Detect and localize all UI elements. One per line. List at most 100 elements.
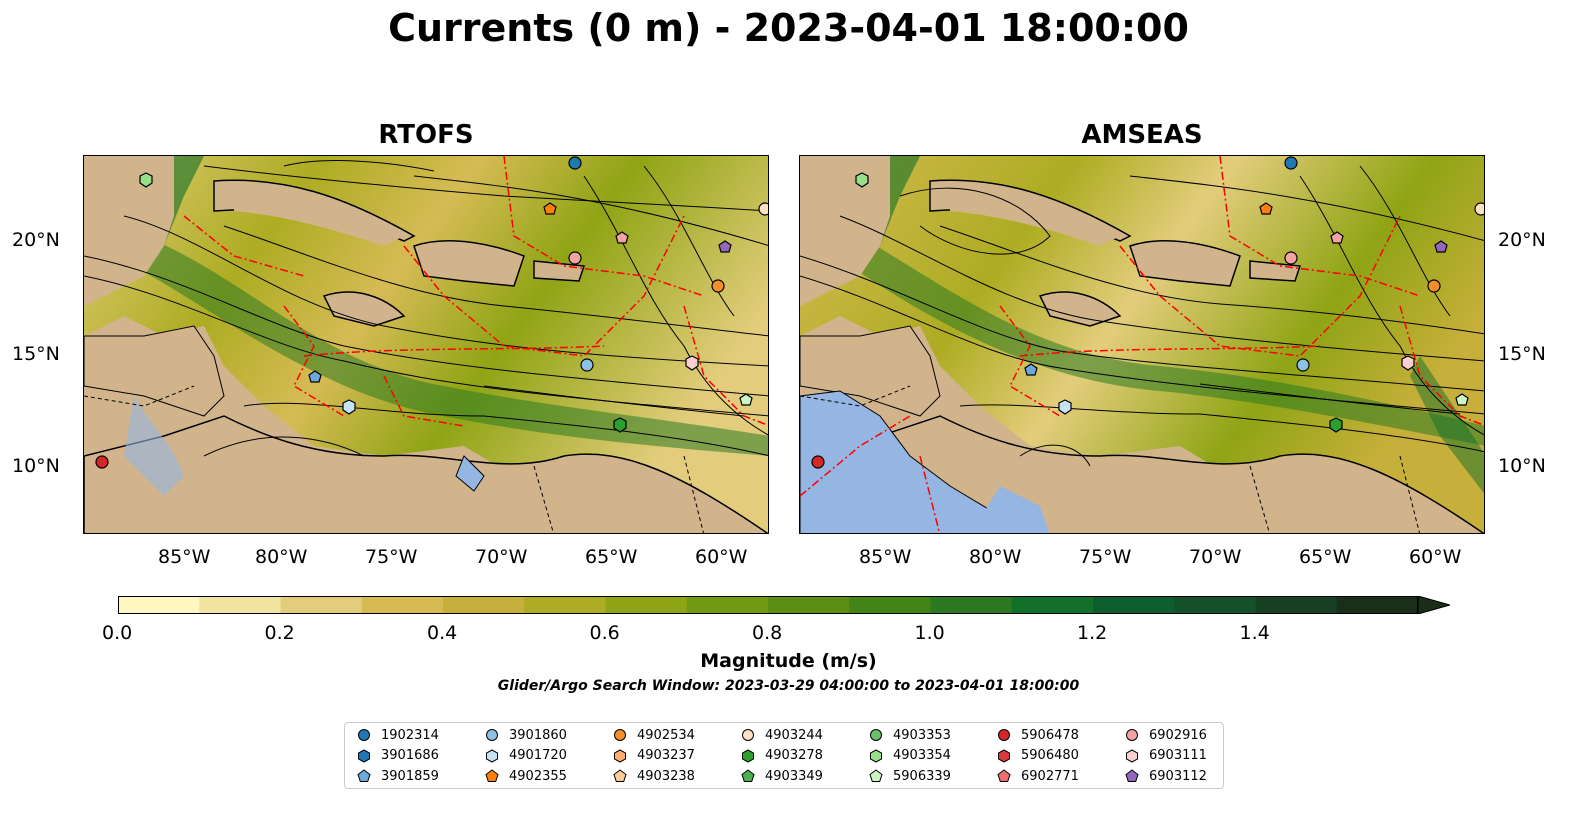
x-tick-label-l-0: 85°W [158, 546, 211, 568]
legend-label: 3901860 [509, 727, 567, 743]
pentagon-marker-icon [613, 769, 627, 782]
legend-label: 5906339 [893, 768, 951, 784]
legend-item-4901720: 4901720 [485, 747, 567, 765]
y-tick-label-right-2: 10°N [1498, 455, 1546, 477]
colorbar-extend-arrow [1417, 596, 1450, 614]
legend-label: 4902355 [509, 768, 567, 784]
legend-item-4903237: 4903237 [613, 747, 695, 765]
legend-item-4903354: 4903354 [869, 747, 951, 765]
legend-item-3901859: 3901859 [357, 767, 439, 785]
legend-label: 4902534 [637, 727, 695, 743]
hexagon-marker-icon [614, 748, 626, 763]
legend-label: 4903244 [765, 727, 823, 743]
colorbar-tick-label-2: 0.4 [427, 622, 458, 644]
legend-label: 4903238 [637, 768, 695, 784]
legend-label: 4903349 [765, 768, 823, 784]
x-tick-label-r-3: 70°W [1189, 546, 1242, 568]
x-tick-label-l-1: 80°W [255, 546, 308, 568]
panel-title-rtofs: RTOFS [378, 120, 474, 150]
colorbar-segment-3 [361, 596, 444, 614]
x-tick-label-l-5: 60°W [695, 546, 748, 568]
circle-marker-icon [998, 729, 1010, 741]
x-tick-label-r-4: 65°W [1299, 546, 1352, 568]
search-window-subtitle: Glider/Argo Search Window: 2023-03-29 04… [497, 678, 1080, 694]
circle-marker-icon [614, 729, 626, 741]
circle-marker-icon [358, 729, 370, 741]
colorbar-segment-10 [930, 596, 1013, 614]
pentagon-marker-icon [869, 769, 883, 782]
hexagon-marker-icon [1126, 748, 1138, 763]
legend-label: 3901686 [381, 748, 439, 763]
x-tick-label-r-1: 80°W [969, 546, 1022, 568]
colorbar-tick-label-6: 1.2 [1077, 622, 1108, 644]
colorbar-segment-12 [1093, 596, 1175, 614]
legend-label: 6902916 [1149, 727, 1207, 743]
figure-title: Currents (0 m) - 2023-04-01 18:00:00 [388, 6, 1189, 50]
circle-marker-icon [870, 729, 882, 741]
legend-label: 6903111 [1149, 748, 1207, 763]
x-tick-label-l-3: 70°W [475, 546, 528, 568]
colorbar-border [118, 596, 1418, 614]
colorbar-tick-label-5: 1.0 [914, 622, 945, 644]
legend-item-3901686: 3901686 [357, 747, 439, 765]
colorbar-segment-2 [280, 596, 363, 614]
colorbar-segment-9 [849, 596, 931, 614]
float-legend: 1902314 3901686 3901859 3901860 4901720 49023… [344, 722, 1224, 789]
legend-item-4902355: 4902355 [485, 767, 567, 785]
x-tick-label-l-4: 65°W [585, 546, 638, 568]
legend-item-6902771: 6902771 [997, 767, 1079, 785]
legend-item-6903111: 6903111 [1125, 747, 1207, 765]
colorbar-tick-label-7: 1.4 [1239, 622, 1270, 644]
legend-label: 5906478 [1021, 727, 1079, 743]
hexagon-marker-icon [870, 748, 882, 763]
pentagon-marker-icon [1125, 769, 1139, 782]
legend-label: 3901859 [381, 768, 439, 784]
map-amseas-svg [800, 156, 1484, 533]
y-tick-label-left-2: 10°N [12, 455, 60, 477]
y-tick-label-left-0: 20°N [12, 229, 60, 251]
colorbar-tick-label-3: 0.6 [589, 622, 620, 644]
legend-label: 4903354 [893, 748, 951, 763]
legend-item-4902534: 4902534 [613, 726, 695, 744]
colorbar-tick-label-1: 0.2 [264, 622, 295, 644]
legend-item-4903353: 4903353 [869, 726, 951, 744]
colorbar-tick-label-0: 0.0 [102, 622, 133, 644]
legend-item-6903112: 6903112 [1125, 767, 1207, 785]
colorbar-segment-14 [1255, 596, 1338, 614]
colorbar-segment-7 [686, 596, 769, 614]
colorbar-segment-1 [199, 596, 281, 614]
legend-item-4903349: 4903349 [741, 767, 823, 785]
colorbar-segment-13 [1174, 596, 1256, 614]
legend-label: 4903278 [765, 748, 823, 763]
legend-label: 6903112 [1149, 768, 1207, 784]
circle-marker-icon [486, 729, 498, 741]
map-rtofs-svg [84, 156, 768, 533]
x-tick-label-l-2: 75°W [365, 546, 418, 568]
x-tick-label-r-2: 75°W [1079, 546, 1132, 568]
pentagon-marker-icon [485, 769, 499, 782]
circle-marker-icon [1126, 729, 1138, 741]
hexagon-marker-icon [486, 748, 498, 763]
legend-label: 1902314 [381, 727, 439, 743]
legend-label: 4903353 [893, 727, 951, 743]
colorbar-label: Magnitude (m/s) [700, 650, 877, 672]
x-tick-label-r-5: 60°W [1409, 546, 1462, 568]
colorbar-segment-15 [1336, 596, 1419, 614]
legend-label: 4901720 [509, 748, 567, 763]
colorbar-segment-0 [118, 596, 200, 614]
panel-title-amseas: AMSEAS [1081, 120, 1203, 150]
map-rtofs [83, 155, 769, 534]
y-tick-label-left-1: 15°N [12, 343, 60, 365]
legend-label: 4903237 [637, 748, 695, 763]
hexagon-marker-icon [742, 748, 754, 763]
y-tick-label-right-1: 15°N [1498, 343, 1546, 365]
legend-item-3901860: 3901860 [485, 726, 567, 744]
legend-label: 5906480 [1021, 748, 1079, 763]
legend-item-5906339: 5906339 [869, 767, 951, 785]
colorbar-segment-8 [768, 596, 850, 614]
colorbar [118, 596, 1450, 614]
legend-item-4903244: 4903244 [741, 726, 823, 744]
map-amseas [799, 155, 1485, 534]
circle-marker-icon [742, 729, 754, 741]
colorbar-segment-4 [443, 596, 525, 614]
